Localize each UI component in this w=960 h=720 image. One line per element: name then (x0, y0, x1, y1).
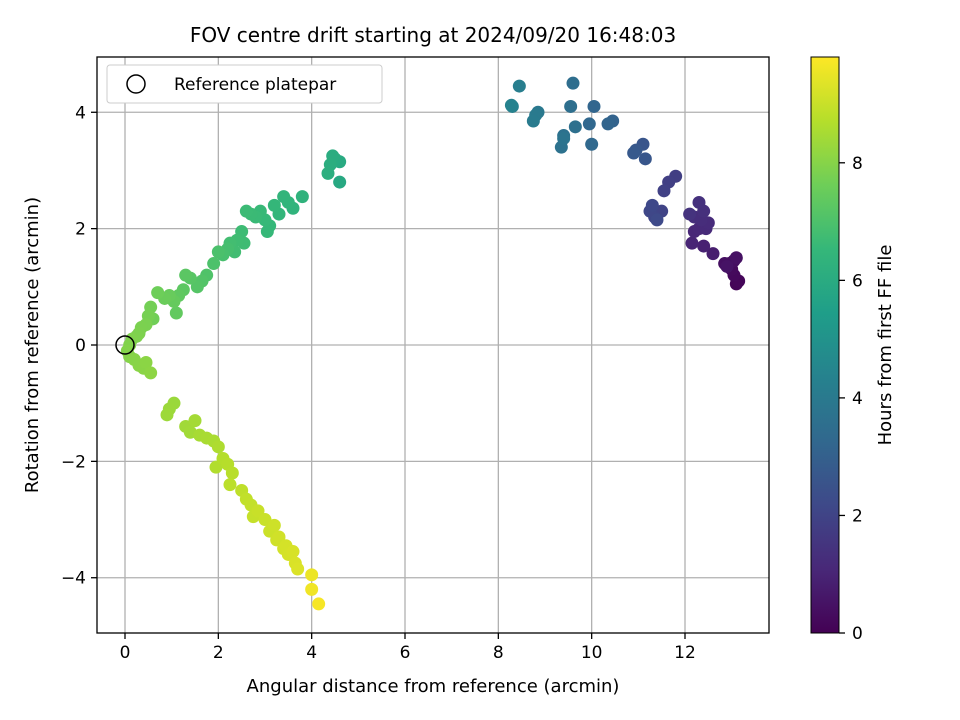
legend: Reference platepar (106, 64, 383, 104)
scatter-points (120, 76, 746, 611)
x-tick-label: 4 (306, 643, 317, 663)
data-point (564, 99, 578, 113)
x-tick-label: 8 (493, 643, 504, 663)
data-point (160, 408, 174, 422)
data-point (587, 99, 601, 113)
data-point (251, 504, 265, 518)
colorbar-ticks: 0 2 4 6 8 (839, 154, 863, 644)
data-point (258, 513, 272, 527)
data-point (286, 545, 300, 559)
data-point (568, 120, 582, 134)
data-point (557, 131, 571, 145)
data-point (267, 198, 281, 212)
data-point (305, 568, 319, 582)
data-point (582, 117, 596, 131)
data-point (585, 137, 599, 151)
data-point (526, 114, 540, 128)
data-point (151, 286, 165, 300)
x-tick-label: 6 (400, 643, 411, 663)
data-point (692, 195, 706, 209)
plot-area (96, 56, 770, 634)
data-point (260, 225, 274, 239)
data-point (697, 239, 711, 253)
y-tick-label: 0 (75, 336, 86, 356)
data-point (321, 166, 335, 180)
data-point (179, 268, 193, 282)
x-tick-label: 12 (674, 643, 696, 663)
data-point (295, 190, 309, 204)
data-point (650, 213, 664, 227)
data-point (239, 204, 253, 218)
data-point (312, 597, 326, 611)
data-point (211, 245, 225, 259)
colorbar: 0 2 4 6 8 Hours from first FF file (810, 56, 896, 644)
data-point (645, 198, 659, 212)
x-tick-label: 10 (581, 643, 603, 663)
data-point (657, 184, 671, 198)
chart-title: FOV centre drift starting at 2024/09/20 … (190, 23, 676, 47)
data-point (169, 306, 183, 320)
x-axis-label: Angular distance from reference (arcmin) (247, 676, 620, 697)
data-point (277, 190, 291, 204)
data-point (209, 460, 223, 474)
legend-label: Reference platepar (174, 75, 336, 95)
data-point (272, 530, 286, 544)
data-point (305, 582, 319, 596)
data-point (144, 366, 158, 380)
data-point (207, 257, 221, 271)
x-tick-label: 2 (213, 643, 224, 663)
data-point (685, 236, 699, 250)
x-tick-label: 0 (120, 643, 131, 663)
data-point (188, 414, 202, 428)
colorbar-label: Hours from first FF file (875, 245, 896, 446)
data-point (291, 562, 305, 576)
colorbar-tick-label: 8 (852, 154, 863, 174)
legend-box (106, 64, 383, 104)
data-point (267, 518, 281, 532)
data-point (223, 478, 237, 492)
data-point (139, 355, 153, 369)
data-point (683, 207, 697, 221)
data-point (333, 175, 347, 189)
data-point (720, 259, 734, 273)
data-point (601, 117, 615, 131)
colorbar-tick-label: 0 (852, 624, 863, 644)
data-point (190, 280, 204, 294)
data-point (211, 440, 225, 454)
data-point (627, 146, 641, 160)
colorbar-tick-label: 4 (852, 389, 863, 409)
x-axis: 0 2 4 6 8 10 12 (120, 633, 696, 663)
y-axis: −4 −2 0 2 4 (61, 103, 97, 589)
reference-marker (115, 335, 135, 355)
data-point (566, 76, 580, 90)
y-tick-label: 4 (75, 103, 86, 123)
data-point (512, 79, 526, 93)
y-tick-label: −2 (61, 452, 86, 472)
data-point (729, 251, 743, 265)
colorbar-tick-label: 6 (852, 271, 863, 291)
colorbar-tick-label: 2 (852, 506, 863, 526)
colorbar-gradient (810, 56, 840, 634)
y-tick-label: −4 (61, 569, 86, 589)
data-point (706, 247, 720, 261)
gridlines (97, 57, 769, 633)
y-axis-label: Rotation from reference (arcmin) (22, 197, 43, 493)
y-tick-label: 2 (75, 220, 86, 240)
legend-marker (126, 74, 146, 94)
data-point (225, 466, 239, 480)
data-point (638, 152, 652, 166)
data-point (504, 98, 518, 112)
